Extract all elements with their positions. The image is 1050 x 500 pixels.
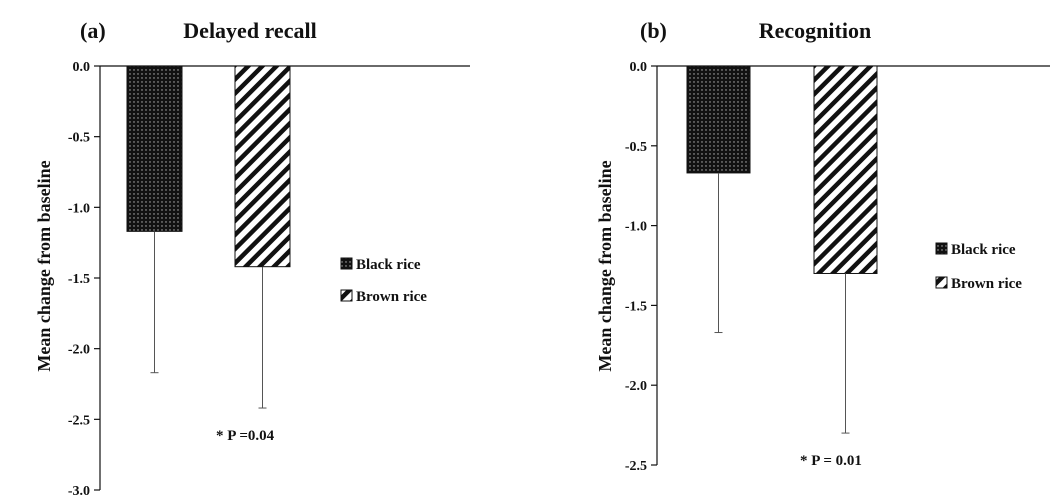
y-tick-label: -1.5 <box>625 299 647 314</box>
legend-swatch-brown-rice <box>935 276 948 289</box>
y-tick-label: -0.5 <box>68 131 90 146</box>
panel-delayed-recall: (a) Delayed recall Mean change from base… <box>34 18 470 499</box>
bar-black-rice <box>126 65 183 232</box>
y-tick-label: -0.5 <box>625 140 647 155</box>
y-tick-label: 0.0 <box>630 60 648 75</box>
panel-recognition: (b) Recognition Mean change from baselin… <box>595 18 1050 474</box>
y-tick-label: -1.0 <box>625 220 647 235</box>
panel-b-p-value: * P = 0.01 <box>800 453 862 469</box>
y-tick-label: -2.0 <box>68 343 90 358</box>
panel-b-error-bars <box>714 172 850 434</box>
legend-label-brown-rice: Brown rice <box>951 276 1022 292</box>
bar-brown-rice <box>813 65 878 274</box>
panel-b-ylabel: Mean change from baseline <box>595 160 615 371</box>
y-tick-label: -3.0 <box>68 484 90 499</box>
y-tick-label: -2.5 <box>625 459 647 474</box>
legend-label-brown-rice: Brown rice <box>356 289 427 305</box>
y-tick-label: -2.5 <box>68 413 90 428</box>
legend-label-black-rice: Black rice <box>951 242 1016 258</box>
bar-black-rice <box>686 65 751 174</box>
panel-a-letter: (a) <box>80 18 106 43</box>
panel-a-legend: Black rice Brown rice <box>340 257 427 305</box>
panel-b-bars <box>686 65 878 274</box>
legend-label-black-rice: Black rice <box>356 257 421 273</box>
panel-b-title: Recognition <box>759 18 871 43</box>
panel-a-title: Delayed recall <box>183 18 316 43</box>
legend-swatch-black-rice <box>935 242 948 255</box>
panel-a-p-value: * P =0.04 <box>216 428 275 444</box>
panel-a-ylabel: Mean change from baseline <box>34 160 54 371</box>
legend-swatch-brown-rice <box>340 289 353 302</box>
panel-a-bars <box>126 65 291 268</box>
y-tick-label: 0.0 <box>73 60 91 75</box>
panel-a-error-bars <box>150 231 267 409</box>
panel-b-letter: (b) <box>640 18 667 43</box>
y-tick-label: -1.0 <box>68 201 90 216</box>
y-tick-label: -1.5 <box>68 272 90 287</box>
panel-b-legend: Black rice Brown rice <box>935 242 1022 292</box>
legend-swatch-black-rice <box>340 257 353 270</box>
bar-brown-rice <box>234 65 291 268</box>
y-tick-label: -2.0 <box>625 379 647 394</box>
